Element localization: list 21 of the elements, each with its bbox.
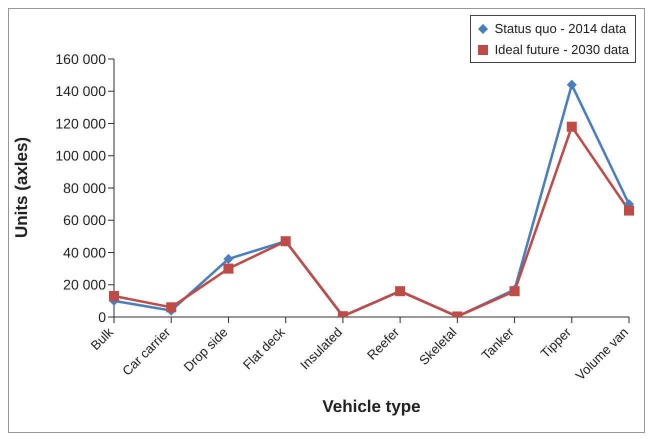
point [566,122,577,132]
y-tick-label: 100 000 [55,148,106,164]
point [624,206,634,216]
point [166,302,176,312]
y-tick-label: 40 000 [63,244,106,260]
y-tick-label: 160 000 [55,50,106,67]
legend-label: Status quo - 2014 data [494,20,626,38]
y-tick-label: 80 000 [63,180,106,196]
y-tick-label: 140 000 [55,83,106,100]
y-tick-label: 0 [98,308,106,325]
point [223,254,234,264]
x-tick-label: Bulk [88,324,116,354]
point [566,80,577,90]
point [109,291,119,302]
y-tick-label: 20 000 [63,276,106,293]
y-tick-label: 120 000 [55,115,106,132]
y-tick-label: 60 000 [63,212,106,228]
x-axis-title: Vehicle type [322,397,421,416]
legend-label: Ideal future - 2030 data [494,41,629,59]
point [223,264,234,274]
y-axis-title: Units (axles) [12,136,32,238]
